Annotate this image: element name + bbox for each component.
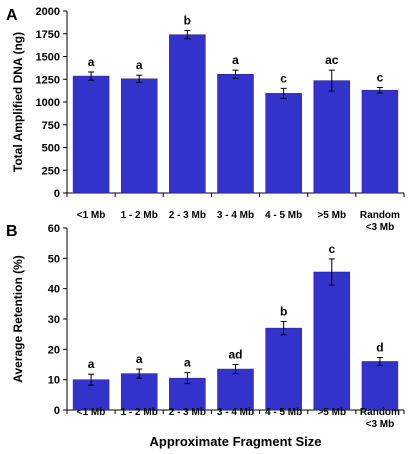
y-axis-label: Total Amplified DNA (ng) [11,32,25,172]
bar [217,368,254,411]
significance-letter: a [184,356,191,370]
y-tick-label: 1250 [36,74,60,86]
y-tick-label: 500 [42,143,60,155]
bar [120,373,158,411]
significance-letter: a [136,352,143,366]
y-tick-label: 1000 [36,97,60,109]
significance-letter: a [136,58,143,72]
bar [313,271,351,411]
bar [361,89,399,194]
y-tick-label: 10 [48,375,60,387]
x-tick-label: 2 - 3 Mb [169,407,206,418]
significance-letter: c [377,70,384,84]
x-tick-label: >5 Mb [317,407,346,418]
x-tick-label: <1 Mb [77,407,106,418]
significance-letter: a [88,357,95,371]
y-tick-label: 0 [54,188,60,200]
x-tick-label: >5 Mb [317,210,346,221]
panel-label: A [6,7,18,24]
significance-letter: ad [228,348,242,362]
x-tick-label: 3 - 4 Mb [217,210,254,221]
y-tick-label: 20 [48,344,60,356]
x-tick-label: 4 - 5 Mb [265,210,302,221]
x-tick-label: 1 - 2 Mb [121,407,158,418]
x-tick-label: 4 - 5 Mb [265,407,302,418]
y-tick-label: 60 [48,223,60,235]
bar [265,93,302,194]
significance-letter: ac [325,53,339,67]
significance-letter: a [88,55,95,69]
bar [361,361,399,411]
x-tick-label: 3 - 4 Mb [217,407,254,418]
bar [120,78,158,194]
significance-letter: c [280,71,287,85]
significance-letter: d [376,341,383,355]
y-axis-label: Average Retention (%) [11,255,25,383]
x-tick-label: <3 Mb [366,419,395,430]
bar [265,327,302,411]
y-tick-label: 750 [42,120,60,132]
bar [313,80,351,194]
panel-label: B [6,223,18,240]
y-tick-label: 40 [48,284,60,296]
y-tick-label: 1750 [36,29,60,41]
significance-letter: a [232,53,239,67]
x-tick-label: <1 Mb [77,210,106,221]
bar [169,34,206,194]
x-axis-label: Approximate Fragment Size [150,434,322,449]
y-tick-label: 250 [42,165,60,177]
x-tick-label: Random [360,210,400,221]
x-tick-label: <3 Mb [366,222,395,233]
bar [72,75,110,194]
y-tick-label: 0 [54,405,60,417]
y-tick-label: 1500 [36,52,60,64]
significance-letter: b [280,304,287,318]
significance-letter: c [328,242,335,256]
x-tick-label: 1 - 2 Mb [121,210,158,221]
significance-letter: b [184,14,191,28]
x-tick-label: Random [360,407,400,418]
y-tick-label: 50 [48,253,60,265]
y-tick-label: 30 [48,314,60,326]
x-tick-label: 2 - 3 Mb [169,210,206,221]
y-tick-label: 2000 [36,6,60,18]
bar [217,73,254,194]
